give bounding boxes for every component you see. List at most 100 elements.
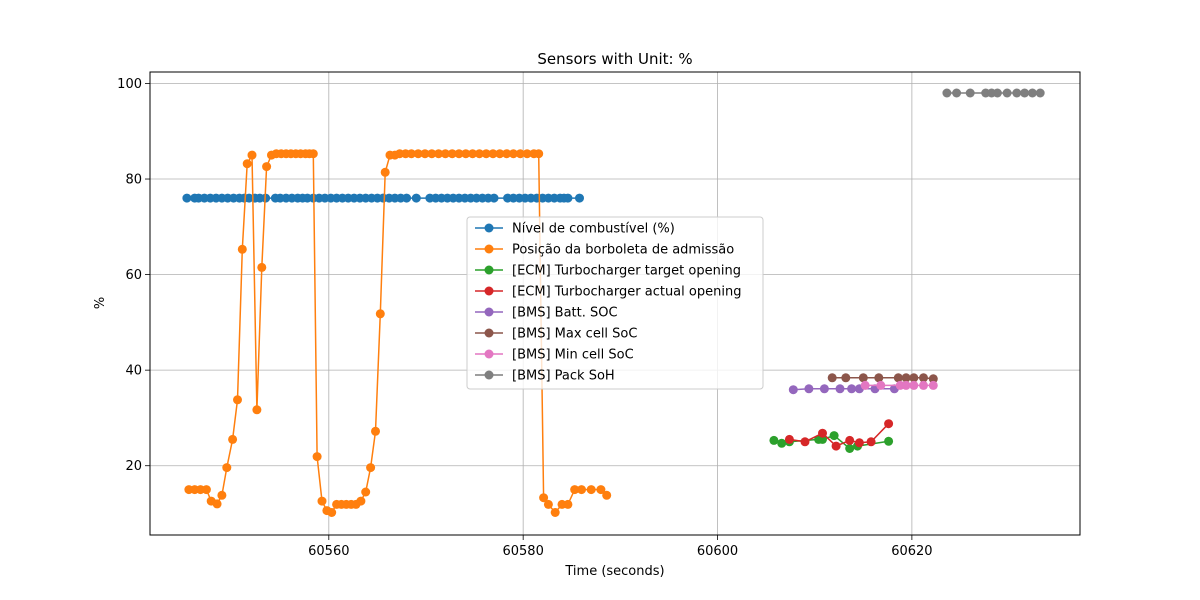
data-point xyxy=(586,485,596,495)
data-point xyxy=(252,405,262,415)
data-point xyxy=(402,193,412,203)
plot-frame xyxy=(149,71,1081,536)
data-point xyxy=(447,149,457,159)
data-point xyxy=(1020,88,1030,98)
data-point xyxy=(893,373,903,383)
data-point xyxy=(919,380,928,390)
data-point xyxy=(474,149,484,159)
legend-box xyxy=(466,216,764,390)
legend-label: [BMS] Max cell SoC xyxy=(512,327,637,342)
data-point xyxy=(515,149,525,159)
data-point xyxy=(788,385,798,395)
series-5 xyxy=(827,373,938,384)
x-axis-label: Time (seconds) xyxy=(564,564,664,579)
legend-label: [ECM] Turbocharger actual opening xyxy=(512,285,741,300)
data-point xyxy=(228,434,238,444)
y-tick-label: 20 xyxy=(125,459,142,474)
data-point xyxy=(845,435,855,445)
data-point xyxy=(312,452,322,462)
data-point xyxy=(461,149,471,159)
data-point xyxy=(1012,88,1022,98)
data-point xyxy=(866,437,876,447)
data-point xyxy=(539,493,549,503)
data-point xyxy=(366,463,376,473)
x-tick-label: 60580 xyxy=(502,544,543,559)
data-point xyxy=(596,485,606,495)
data-point xyxy=(858,373,868,383)
x-tick-label: 60600 xyxy=(697,544,738,559)
data-point xyxy=(845,444,855,453)
data-point xyxy=(201,485,211,495)
data-point xyxy=(909,373,919,383)
series-3 xyxy=(784,419,894,451)
data-point xyxy=(827,373,837,383)
data-point xyxy=(380,167,390,177)
data-point xyxy=(818,434,827,444)
data-point xyxy=(928,374,938,384)
data-point xyxy=(508,149,518,159)
y-tick-label: 40 xyxy=(125,364,142,379)
x-axis: 60560 60580 60600 60620 xyxy=(308,535,933,559)
data-point xyxy=(534,149,544,159)
legend-item: [BMS] Max cell SoC xyxy=(475,327,637,342)
data-point xyxy=(440,149,450,159)
legend-marker xyxy=(484,286,494,296)
data-point xyxy=(818,428,827,438)
data-point xyxy=(1035,88,1045,98)
legend-label: [BMS] Batt. SOC xyxy=(512,306,618,321)
data-point xyxy=(1027,88,1037,98)
legend-marker xyxy=(484,265,494,275)
data-point xyxy=(952,88,962,98)
data-point xyxy=(563,193,573,203)
data-point xyxy=(874,373,884,383)
data-point xyxy=(901,373,911,383)
data-point xyxy=(233,395,242,405)
legend-label: [ECM] Turbocharger target opening xyxy=(512,264,741,279)
data-point xyxy=(1002,88,1012,98)
data-point xyxy=(481,149,491,159)
legend-marker xyxy=(484,370,494,380)
data-point xyxy=(804,384,814,394)
data-point xyxy=(942,88,952,98)
data-point xyxy=(411,193,421,203)
data-point xyxy=(212,499,222,509)
data-point xyxy=(884,419,894,429)
data-point xyxy=(602,490,612,500)
chart-title: Sensors with Unit: % xyxy=(537,50,692,68)
data-point xyxy=(854,438,864,448)
data-point xyxy=(575,193,584,203)
y-axis-label: % xyxy=(93,297,108,309)
data-point xyxy=(909,380,919,390)
data-point xyxy=(860,380,870,390)
data-point xyxy=(495,149,505,159)
data-point xyxy=(375,309,385,319)
data-point xyxy=(550,508,560,517)
data-point xyxy=(841,373,851,383)
legend-label: [BMS] Pack SoH xyxy=(512,369,615,384)
data-point xyxy=(919,373,928,383)
data-point xyxy=(361,487,371,497)
data-point xyxy=(247,150,257,160)
y-axis: 20 40 60 80 100 xyxy=(117,77,150,474)
legend-item: [ECM] Turbocharger target opening xyxy=(475,264,741,279)
data-point xyxy=(468,149,478,159)
data-point xyxy=(992,88,1002,98)
data-point xyxy=(819,384,829,394)
data-point xyxy=(242,159,252,169)
legend-marker xyxy=(484,349,494,359)
data-point xyxy=(371,426,380,436)
legend-marker xyxy=(484,244,494,254)
series-1 xyxy=(184,149,612,517)
legend-marker xyxy=(484,328,494,338)
y-tick-label: 60 xyxy=(125,268,142,283)
data-point xyxy=(454,149,464,159)
data-point xyxy=(876,380,886,390)
legend-item: [ECM] Turbocharger actual opening xyxy=(475,285,741,300)
data-point xyxy=(570,485,580,495)
data-point xyxy=(427,149,437,159)
data-point xyxy=(884,436,894,446)
data-point xyxy=(769,435,779,445)
data-point xyxy=(308,149,318,159)
data-point xyxy=(237,244,247,254)
